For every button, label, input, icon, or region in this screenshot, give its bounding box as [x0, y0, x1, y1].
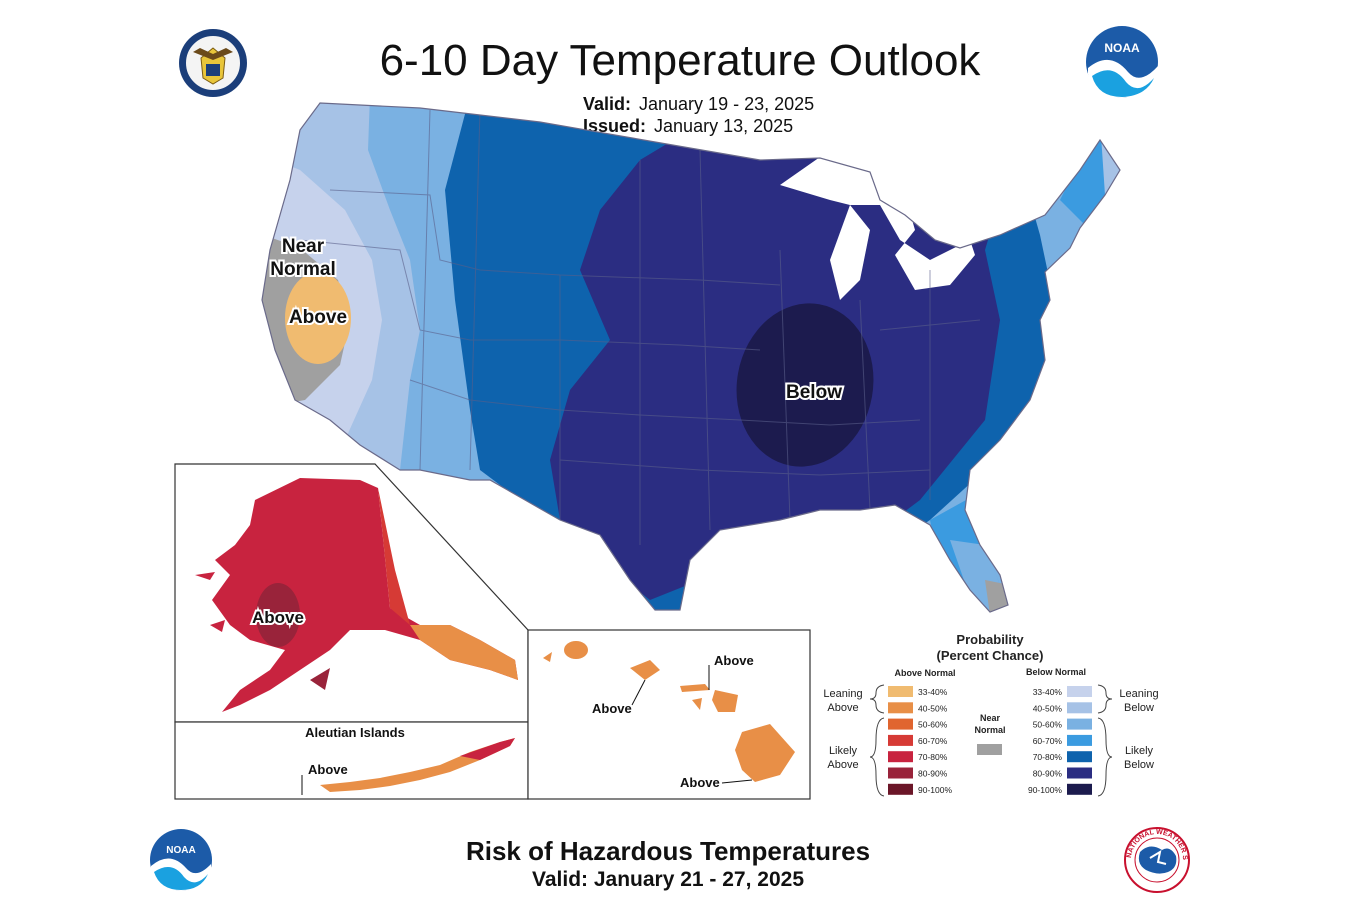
- niihau: [543, 652, 552, 662]
- hawaii-above-label-2: Above: [592, 701, 632, 716]
- conus-outline: [261, 102, 1121, 613]
- alaska-inset: Above: [174, 463, 529, 723]
- legend-above-range: 60-70%: [918, 736, 948, 746]
- legend-below-range: 60-70%: [1033, 736, 1063, 746]
- oahu: [630, 660, 660, 680]
- aleutian-above-label: Above: [308, 762, 348, 777]
- legend-below-range: 90-100%: [1028, 785, 1062, 795]
- state-boundaries: [299, 109, 981, 545]
- west-above-label: Above: [289, 307, 347, 328]
- lanai: [692, 698, 702, 710]
- valid-value: January 19 - 23, 2025: [639, 94, 815, 114]
- legend-above-swatch: [888, 702, 913, 714]
- legend-below-swatch: [1067, 718, 1092, 730]
- alaska-above-label: Above: [252, 608, 304, 627]
- legend-below-swatch: [1067, 686, 1092, 697]
- legend-below-swatch: [1067, 783, 1092, 795]
- below-label: Below: [786, 382, 842, 403]
- legend-braces: [869, 684, 1113, 797]
- legend-above-range: 40-50%: [918, 703, 948, 713]
- valid-dates: Valid: January 19 - 23, 2025: [583, 94, 814, 115]
- legend-below-swatch: [1067, 734, 1092, 746]
- legend-leaning-below-1: Leaning: [1119, 688, 1158, 700]
- hawaii-leader-2: [631, 679, 646, 706]
- legend-below-swatch: [1067, 751, 1092, 763]
- legend-near-normal-1: Near: [980, 713, 1001, 723]
- legend-above-swatch: [888, 686, 913, 697]
- legend-below-swatch: [1067, 767, 1092, 779]
- legend: Probability (Percent Chance) Above Norma…: [823, 632, 1159, 797]
- hazard-title: Risk of Hazardous Temperatures: [465, 836, 871, 866]
- legend-above-swatch: [888, 751, 913, 763]
- legend-above-range: 50-60%: [918, 720, 948, 730]
- great-lakes: [780, 150, 975, 290]
- legend-below-range: 80-90%: [1033, 769, 1063, 779]
- noaa-logo-bottom-icon: NOAA: [150, 829, 212, 891]
- legend-above-swatch: [888, 767, 913, 779]
- alaska-60-70-above: [378, 488, 410, 625]
- legend-likely-above-1: Likely: [829, 745, 858, 757]
- legend-below-range: 40-50%: [1033, 703, 1063, 713]
- hawaii-inset: Above Above Above: [527, 629, 811, 800]
- legend-likely-below-2: Below: [1124, 759, 1154, 771]
- aleutian-title: Aleutian Islands: [305, 725, 405, 740]
- legend-below-range: 70-80%: [1033, 752, 1063, 762]
- noaa-logo-top-icon: NOAA: [1086, 26, 1158, 98]
- aleutian-chain: [320, 738, 515, 792]
- legend-above-swatch: [888, 783, 913, 795]
- legend-title-2: (Percent Chance): [937, 648, 1044, 663]
- above-33-40-west: [285, 272, 351, 364]
- legend-likely-above-2: Above: [827, 759, 858, 771]
- noaa-bottom-text: NOAA: [166, 845, 195, 856]
- band-40-50-maine: [1100, 120, 1120, 195]
- legend-below-swatch: [1067, 702, 1092, 714]
- molokai: [680, 684, 710, 692]
- aleutian-inset: Aleutian Islands Above: [174, 721, 529, 800]
- maui: [712, 690, 738, 712]
- issued-label: Issued:: [583, 116, 647, 136]
- legend-below-range: 33-40%: [1033, 687, 1063, 697]
- issued-date: Issued: January 13, 2025: [583, 116, 793, 137]
- near-normal-label-2: Normal: [270, 259, 335, 280]
- alaska-island-2: [210, 620, 225, 632]
- legend-likely-below-1: Likely: [1125, 745, 1154, 757]
- lake-michigan: [830, 205, 870, 300]
- hawaii-above-label-1: Above: [714, 653, 754, 668]
- alaska-panhandle-40-50-above: [410, 625, 518, 680]
- legend-below-header: Below Normal: [1026, 667, 1086, 677]
- legend-above-range: 90-100%: [918, 785, 952, 795]
- hawaii-leader-3: [721, 779, 753, 784]
- issued-value: January 13, 2025: [654, 116, 794, 136]
- aleutian-east: [460, 738, 515, 760]
- valid-label: Valid:: [583, 94, 632, 114]
- alaska-80-90-above: [256, 583, 300, 647]
- hawaii-above-label-3: Above: [680, 775, 720, 790]
- legend-above-swatches: 33-40% 40-50% 50-60% 60-70% 70-80% 80-90% 90-1…: [888, 686, 952, 795]
- legend-above-swatch: [888, 718, 913, 730]
- band-90-100-below: [736, 303, 874, 467]
- legend-above-swatch: [888, 734, 913, 746]
- legend-leaning-below-2: Below: [1124, 702, 1154, 714]
- alaska-island-1: [195, 572, 215, 580]
- legend-below-range: 50-60%: [1033, 720, 1063, 730]
- legend-leaning-above-2: Above: [827, 702, 858, 714]
- legend-above-range: 70-80%: [918, 752, 948, 762]
- commerce-seal-icon: [179, 29, 247, 97]
- legend-above-range: 33-40%: [918, 687, 948, 697]
- legend-above-header: Above Normal: [894, 668, 955, 678]
- big-island: [735, 724, 795, 782]
- legend-below-swatches: 33-40% 40-50% 50-60% 60-70% 70-80% 80-90% 90-1…: [1028, 686, 1092, 795]
- kauai: [564, 641, 588, 659]
- map-title: 6-10 Day Temperature Outlook: [379, 36, 981, 85]
- noaa-top-text: NOAA: [1104, 41, 1140, 55]
- legend-title-1: Probability: [956, 632, 1024, 647]
- legend-leaning-above-1: Leaning: [823, 688, 862, 700]
- legend-near-normal-2: Normal: [974, 725, 1005, 735]
- legend-above-range: 80-90%: [918, 769, 948, 779]
- alaska-island-3: [310, 668, 330, 690]
- near-normal-label-1: Near: [282, 236, 325, 257]
- legend-near-normal-swatch: [977, 744, 1002, 755]
- hazard-valid: Valid: January 21 - 27, 2025: [532, 868, 804, 891]
